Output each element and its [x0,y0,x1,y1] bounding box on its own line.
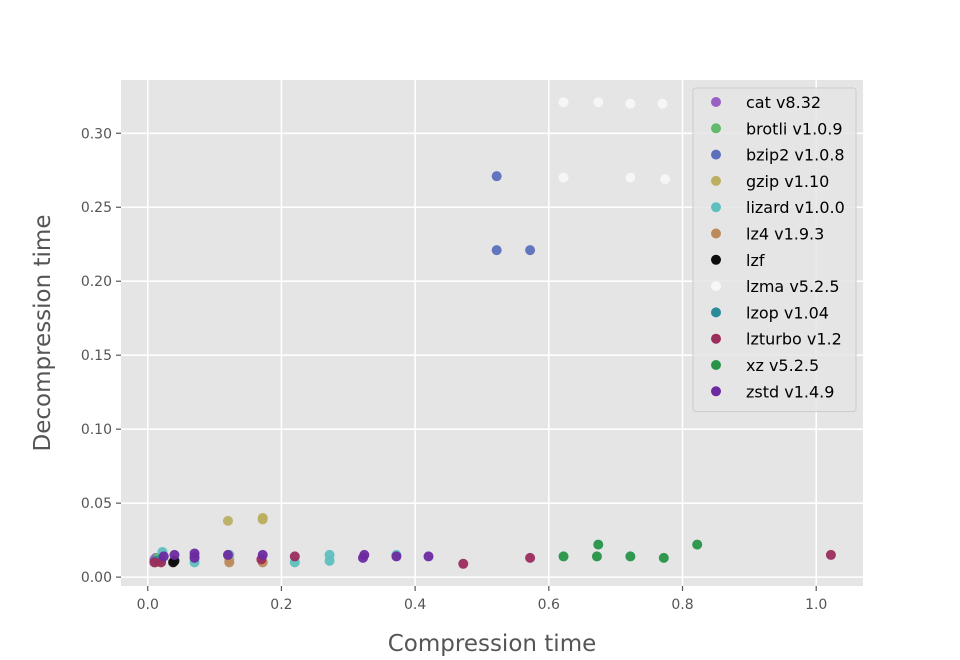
x-tick-label: 0.2 [270,597,292,613]
point-lzturbo-v1-2 [525,552,536,563]
point-xz-v5-2-5 [593,539,604,550]
legend-label-zstd-v1-4-9: zstd v1.4.9 [746,382,834,401]
point-lzturbo-v1-2 [825,549,836,560]
y-axis-label: Decompression time [30,215,56,452]
x-tick-label: 0.6 [538,597,560,613]
point-bzip2-v1-0-8 [491,171,502,182]
x-tick-label: 0.4 [404,597,426,613]
legend-label-brotli-v1-0-9: brotli v1.0.9 [746,119,843,138]
legend-marker-bzip2-v1-0-8 [711,149,721,160]
legend-marker-lzf [711,254,721,265]
y-tick-label: 0.10 [81,422,112,438]
point-lzma-v5-2-5 [558,97,569,108]
point-lzma-v5-2-5 [558,172,569,183]
point-zstd-v1-4-9 [158,551,169,562]
legend-marker-cat-v8-32 [711,97,721,107]
legend-label-cat-v8-32: cat v8.32 [746,93,821,112]
point-bzip2-v1-0-8 [491,245,502,256]
point-xz-v5-2-5 [625,551,636,562]
legend-label-lz4-v1-9-3: lz4 v1.9.3 [746,225,824,244]
legend-marker-lzturbo-v1-2 [711,333,721,344]
point-xz-v5-2-5 [658,552,669,563]
legend-marker-gzip-v1-10 [711,175,721,186]
point-lizard-v1-0-0 [324,555,335,566]
point-zstd-v1-4-9 [359,549,370,560]
y-tick-label: 0.15 [81,348,112,364]
point-zstd-v1-4-9 [222,549,233,560]
legend: cat v8.32 brotli v1.0.9 bzip2 v1.0.8 gzip v… [692,87,857,413]
legend-marker-lzma-v5-2-5 [711,281,721,292]
legend-label-xz-v5-2-5: xz v5.2.5 [746,356,819,375]
y-tick-label: 0.30 [81,126,112,142]
legend-marker-lzop-v1-04 [711,307,721,318]
point-xz-v5-2-5 [591,551,602,562]
point-lz4-v1-9-3 [224,557,235,568]
point-zstd-v1-4-9 [169,549,180,560]
legend-label-lzma-v5-2-5: lzma v5.2.5 [746,277,840,296]
point-lzma-v5-2-5 [657,98,668,109]
point-zstd-v1-4-9 [257,549,268,560]
y-axis-ticks: 0.00 0.05 0.10 0.15 0.20 0.25 0.30 [81,126,121,586]
x-tick-label: 0.8 [671,597,693,613]
point-xz-v5-2-5 [558,551,569,562]
legend-label-gzip-v1-10: gzip v1.10 [746,172,829,191]
y-tick-label: 0.05 [81,496,112,512]
x-axis-label: Compression time [388,631,597,657]
x-tick-label: 1.0 [805,597,827,613]
point-zstd-v1-4-9 [391,551,402,562]
point-zstd-v1-4-9 [189,552,200,563]
point-lzma-v5-2-5 [593,97,604,108]
legend-label-lizard-v1-0-0: lizard v1.0.0 [746,198,845,217]
point-gzip-v1-10 [222,515,233,526]
x-tick-label: 0.0 [137,597,159,613]
point-lzma-v5-2-5 [660,174,671,185]
point-lzma-v5-2-5 [625,98,636,109]
legend-marker-brotli-v1-0-9 [711,123,721,134]
legend-marker-lizard-v1-0-0 [711,202,721,213]
point-xz-v5-2-5 [692,539,703,550]
legend-label-lzf: lzf [746,251,765,270]
point-zstd-v1-4-9 [423,551,434,562]
x-axis-ticks: 0.0 0.2 0.4 0.6 0.8 1.0 [137,586,827,613]
legend-box [692,87,857,413]
point-bzip2-v1-0-8 [525,245,536,256]
legend-label-bzip2-v1-0-8: bzip2 v1.0.8 [746,146,845,165]
point-lzturbo-v1-2 [458,558,469,569]
point-lzma-v5-2-5 [625,172,636,183]
point-gzip-v1-10 [257,512,268,523]
y-tick-label: 0.00 [81,570,112,586]
legend-label-lzop-v1-04: lzop v1.04 [746,303,829,322]
y-tick-label: 0.20 [81,274,112,290]
legend-label-lzturbo-v1-2: lzturbo v1.2 [746,330,842,349]
y-tick-label: 0.25 [81,200,112,216]
legend-marker-xz-v5-2-5 [711,360,721,370]
legend-marker-zstd-v1-4-9 [711,386,721,397]
point-lzturbo-v1-2 [289,551,300,562]
legend-marker-lz4-v1-9-3 [711,228,721,239]
data-points [149,97,836,569]
